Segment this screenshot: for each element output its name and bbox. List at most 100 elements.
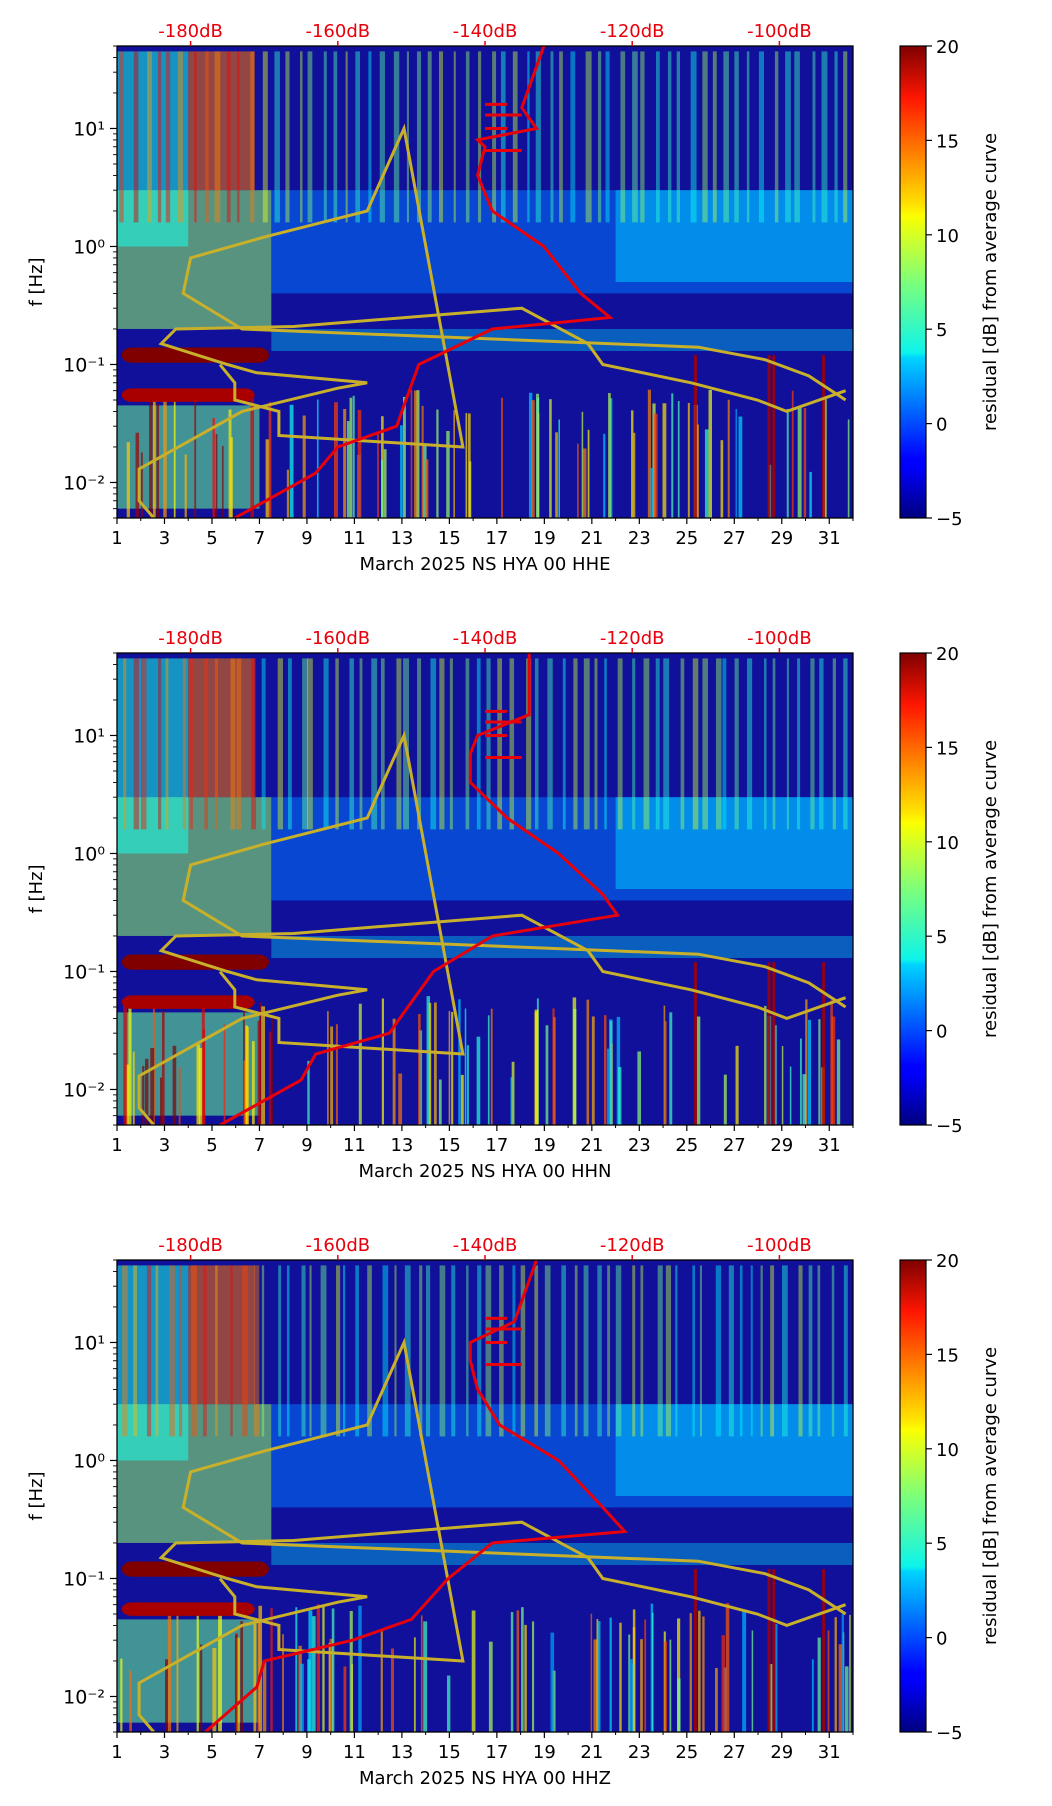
colorbar-tick-label: −5 (936, 1116, 963, 1137)
heatmap-spike (201, 1000, 205, 1125)
heatmap-streak (122, 1265, 128, 1437)
noise-model-low-line (137, 913, 847, 1125)
heatmap-spike (436, 409, 439, 518)
heatmap-spike (358, 1003, 362, 1125)
heatmap-spike (194, 398, 197, 518)
heatmap-spike (662, 403, 667, 518)
heatmap-spike (358, 1605, 362, 1732)
heatmap-spike (414, 390, 417, 518)
heatmap-spike (807, 1019, 812, 1125)
heatmap-streak (158, 658, 162, 830)
heatmap-spike (343, 409, 347, 518)
heatmap-spike (308, 1610, 313, 1732)
colorbar (899, 652, 927, 1126)
average-curve-line (204, 1260, 628, 1732)
heatmap-streak (632, 658, 636, 830)
heatmap-spike (552, 1008, 555, 1125)
heatmap-streak (302, 658, 308, 830)
heatmap-spike (268, 402, 272, 518)
heatmap-streak (169, 1265, 175, 1437)
heatmap-streak (680, 658, 685, 830)
heatmap-streak (254, 1265, 260, 1437)
heatmap-streak (359, 658, 363, 830)
heatmap-spike (669, 1012, 673, 1125)
heatmap-streak (597, 51, 602, 223)
heatmap-spike (632, 1627, 636, 1732)
heatmap-streak (832, 658, 836, 830)
heatmap-streak (278, 1265, 282, 1437)
heatmap-spike (650, 467, 655, 518)
x-tick-label: 9 (301, 1135, 312, 1156)
heatmap-streak (772, 658, 776, 830)
heatmap-streak (746, 51, 750, 223)
heatmap-spike (818, 1019, 821, 1125)
heatmap-streak (486, 658, 491, 830)
heatmap-spike (312, 1616, 316, 1732)
heatmap-streak (819, 658, 824, 830)
heatmap-event (693, 962, 697, 1125)
heatmap-streak (355, 1265, 359, 1437)
heatmap-streak (202, 1265, 207, 1437)
heatmap-spike (132, 1051, 135, 1125)
heatmap-spike (253, 1618, 257, 1732)
heatmap-streak (699, 1265, 703, 1437)
heatmap-spike (723, 1074, 727, 1125)
heatmap-spike (316, 399, 319, 518)
heatmap-streak (605, 51, 610, 223)
x-tick-label: 23 (628, 1135, 651, 1156)
heatmap-streak (559, 51, 563, 223)
heatmap-streak (526, 658, 532, 830)
heatmap-streak (570, 51, 576, 223)
heatmap-streak (739, 1265, 743, 1437)
y-tick-label: 10⁻² (63, 1686, 105, 1708)
heatmap-streak (307, 51, 313, 223)
y-tick-label: 10¹ (73, 1332, 105, 1354)
heatmap-spike (245, 1026, 249, 1125)
heatmap-spike (212, 1647, 217, 1732)
heatmap-spike (704, 429, 709, 518)
heatmap-spike (173, 393, 176, 518)
heatmap-streak (785, 51, 791, 223)
heatmap-streak (810, 658, 815, 830)
heatmap-spike (377, 431, 379, 518)
heatmap-streak (675, 1265, 678, 1437)
heatmap-spike (223, 1024, 226, 1125)
heatmap-spike (549, 399, 552, 518)
heatmap-spike (511, 1061, 515, 1125)
heatmap-spike (123, 999, 127, 1125)
heatmap-spike (669, 1639, 672, 1732)
heatmap-region (117, 51, 189, 247)
x-tick-label: 19 (533, 1742, 556, 1763)
heatmap-spike (501, 397, 503, 518)
x-tick-label: 3 (159, 528, 170, 549)
heatmap-spike (640, 1639, 643, 1732)
heatmap-event (693, 355, 697, 518)
heatmap-region (188, 1265, 255, 1405)
heatmap-spike (380, 1630, 383, 1732)
colorbar-tick-label: −5 (936, 509, 963, 530)
heatmap-spike (521, 1607, 524, 1732)
heatmap-streak (349, 658, 354, 830)
heatmap-streak (300, 51, 303, 223)
heatmap-spike (586, 999, 590, 1125)
heatmap-streak (342, 1265, 346, 1437)
heatmap-spike (421, 405, 424, 518)
heatmap-spike (453, 410, 455, 518)
heatmap-spike (156, 404, 159, 518)
heatmap-spike (677, 1678, 681, 1732)
heatmap-streak (465, 51, 470, 223)
heatmap-streak (676, 51, 681, 223)
heatmap-streak (425, 1265, 431, 1437)
heatmap-streak (615, 1265, 622, 1437)
heatmap-spike (258, 1605, 263, 1732)
heatmap-spike (322, 1604, 325, 1732)
heatmap-streak (477, 1265, 482, 1437)
heatmap-microseism-band (121, 388, 255, 402)
heatmap-spike (270, 1608, 273, 1732)
x-tick-label: 7 (254, 1135, 265, 1156)
heatmap-spike (677, 1618, 681, 1732)
x-tick-label: 1 (111, 528, 122, 549)
heatmap-streak (843, 1265, 848, 1437)
heatmap-streak (585, 51, 592, 223)
heatmap-spike (381, 459, 384, 518)
